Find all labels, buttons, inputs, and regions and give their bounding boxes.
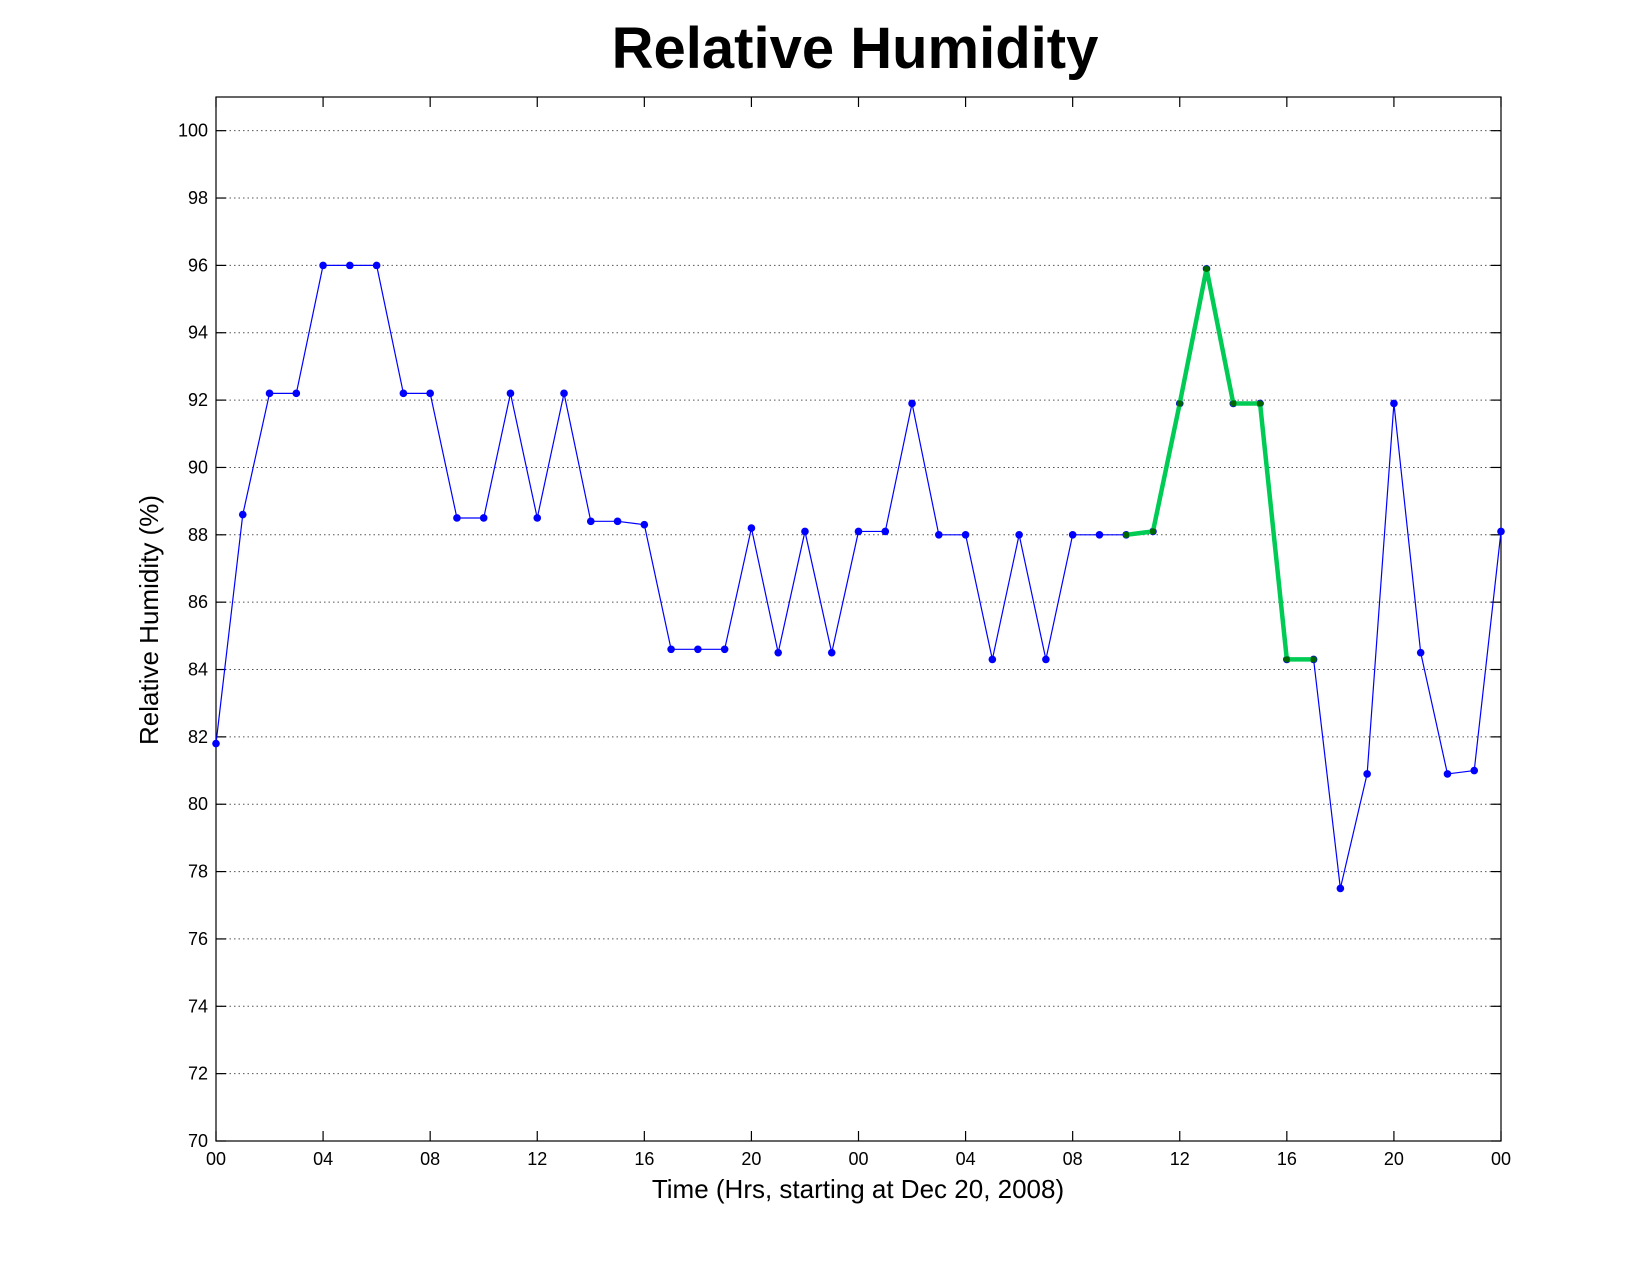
data-point xyxy=(479,514,488,522)
x-tick-label: 16 xyxy=(634,1149,654,1169)
data-point xyxy=(1149,528,1157,535)
data-point xyxy=(1230,400,1237,407)
data-point xyxy=(720,645,729,654)
y-tick-label: 72 xyxy=(188,1064,208,1084)
x-tick-label: 20 xyxy=(1384,1149,1404,1169)
data-point xyxy=(613,517,622,526)
data-point xyxy=(1336,884,1345,893)
x-tick-label: 20 xyxy=(741,1149,761,1169)
data-point xyxy=(1042,655,1050,664)
y-tick-label: 100 xyxy=(178,121,208,141)
data-point xyxy=(238,510,247,519)
y-tick-label: 98 xyxy=(188,188,208,208)
y-tick-label: 86 xyxy=(188,592,208,612)
series-0 xyxy=(212,261,1505,893)
data-point xyxy=(319,261,327,270)
y-tick-label: 82 xyxy=(188,727,208,747)
y-tick-label: 94 xyxy=(188,323,208,343)
x-tick-label: 00 xyxy=(848,1149,868,1169)
data-point xyxy=(1283,656,1291,663)
data-point xyxy=(881,527,890,536)
series-layer xyxy=(212,261,1505,893)
y-tick-label: 92 xyxy=(188,390,208,410)
data-point xyxy=(1256,400,1264,407)
x-tick-label: 00 xyxy=(206,1149,226,1169)
series-line xyxy=(215,264,1502,890)
data-point xyxy=(801,527,809,536)
y-tick-label: 88 xyxy=(188,525,208,545)
y-tick-label: 84 xyxy=(188,660,208,680)
y-tick-label: 74 xyxy=(188,996,208,1016)
chart-title: Relative Humidity xyxy=(612,16,1099,81)
data-point xyxy=(935,531,943,539)
data-point xyxy=(961,531,970,539)
data-point xyxy=(908,399,916,408)
data-point xyxy=(1095,531,1104,539)
data-point xyxy=(212,739,220,748)
data-point xyxy=(988,655,997,664)
series-line xyxy=(1125,266,1314,662)
x-tick-label: 00 xyxy=(1491,1149,1511,1169)
grid-lines xyxy=(216,130,1501,1075)
plot-frame xyxy=(215,96,1502,1142)
axis-ticks xyxy=(215,97,1502,1142)
y-tick-label: 70 xyxy=(188,1131,208,1151)
data-point xyxy=(1176,400,1183,407)
data-point xyxy=(1470,766,1479,775)
x-tick-label: 04 xyxy=(956,1149,976,1169)
data-point xyxy=(533,514,542,522)
data-point xyxy=(827,648,836,657)
x-axis-label: Time (Hrs, starting at Dec 20, 2008) xyxy=(652,1174,1064,1204)
data-point xyxy=(640,520,649,529)
x-tick-label: 08 xyxy=(1063,1149,1083,1169)
data-point xyxy=(426,389,434,398)
data-point xyxy=(586,517,595,526)
x-tick-label: 12 xyxy=(1170,1149,1190,1169)
data-point xyxy=(1443,770,1452,778)
data-point xyxy=(1390,399,1398,408)
data-point xyxy=(774,648,782,657)
x-tick-label: 08 xyxy=(420,1149,440,1169)
x-tick-label: 04 xyxy=(313,1149,333,1169)
y-tick-label: 76 xyxy=(188,929,208,949)
data-point xyxy=(1416,648,1425,657)
data-point xyxy=(1497,527,1505,536)
x-tick-label: 16 xyxy=(1277,1149,1297,1169)
data-point xyxy=(1123,531,1130,539)
data-point xyxy=(1015,531,1023,539)
data-point xyxy=(346,261,354,270)
data-point xyxy=(372,261,381,270)
series-1 xyxy=(1123,265,1317,663)
y-tick-label: 78 xyxy=(188,862,208,882)
y-tick-label: 80 xyxy=(188,794,208,814)
data-point xyxy=(1363,770,1371,778)
y-tick-label: 96 xyxy=(188,255,208,275)
data-point xyxy=(1310,656,1317,663)
data-point xyxy=(667,645,675,654)
data-point xyxy=(747,524,756,532)
data-point xyxy=(453,514,461,522)
y-axis-label: Relative Humidity (%) xyxy=(134,495,164,745)
x-tick-label: 12 xyxy=(527,1149,547,1169)
data-point xyxy=(506,389,515,398)
y-tick-label: 90 xyxy=(188,457,208,477)
data-point xyxy=(854,527,863,536)
data-point xyxy=(560,389,568,398)
data-point xyxy=(1068,531,1077,539)
x-tick-labels: 00 04 08 12 16 20 00 04 08 12 16 20 00 xyxy=(206,1149,1511,1169)
data-point xyxy=(292,389,301,398)
data-point xyxy=(399,389,408,398)
y-tick-labels: 70 72 74 76 78 80 82 84 86 88 90 92 94 96 98 100 xyxy=(178,121,208,1151)
data-point xyxy=(1203,265,1210,272)
data-point xyxy=(694,645,702,654)
data-point xyxy=(265,389,274,398)
